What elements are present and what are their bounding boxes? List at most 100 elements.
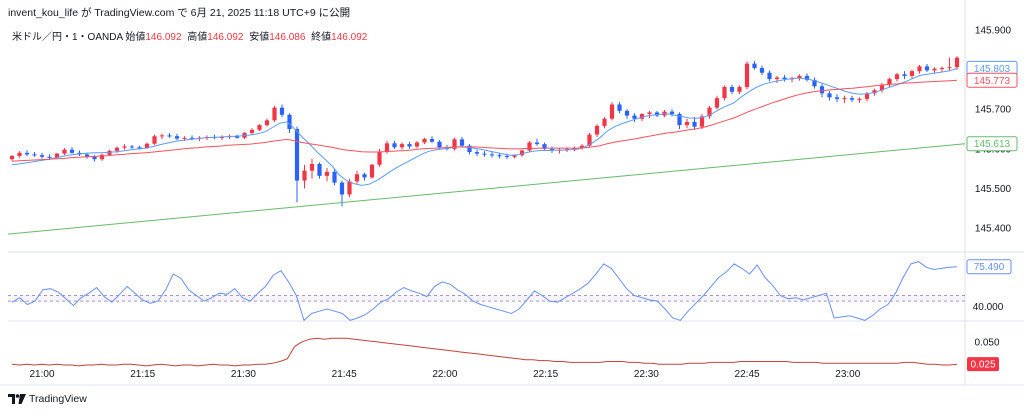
candle-body [377, 152, 382, 165]
candle-body [114, 147, 120, 151]
candle-body [774, 77, 780, 80]
candle-body [909, 71, 915, 76]
candle-body [219, 136, 225, 138]
rsi-tick-label: 40.000 [973, 302, 1004, 313]
candle-body [24, 152, 30, 155]
candle-body [309, 163, 315, 171]
candle-body [654, 112, 660, 116]
candle-body [579, 145, 585, 149]
candle-body [399, 144, 405, 148]
candle-body [422, 138, 427, 143]
candle-body [894, 74, 900, 80]
candle-body [947, 67, 952, 69]
candle-body [489, 154, 495, 156]
price-label-box [966, 136, 1018, 152]
candle-body [729, 87, 735, 92]
candle-body [752, 63, 757, 68]
candle-body [744, 63, 750, 88]
candle-body [324, 171, 330, 176]
time-tick-label: 22:00 [432, 369, 457, 380]
candle-body [287, 114, 292, 130]
candle-body [737, 87, 742, 92]
footer-brand: TradingView [8, 393, 87, 405]
rsi-value-box [966, 259, 1012, 275]
time-tick-label: 22:30 [634, 369, 659, 380]
candle-body [512, 155, 517, 157]
candle-body [92, 156, 97, 160]
candle-body [842, 98, 847, 100]
candle-body [279, 107, 285, 115]
candle-body [812, 79, 817, 87]
candle-body [857, 98, 862, 100]
candle-body [602, 118, 607, 126]
candle-body [182, 137, 187, 139]
open-value: 146.092 [145, 32, 182, 43]
candle-body [39, 155, 45, 157]
candle-body [917, 66, 922, 72]
candle-body [407, 144, 412, 147]
price-tick-label: 145.400 [975, 224, 1012, 235]
sub-indicator-line [11, 337, 958, 367]
rsi-line [11, 261, 958, 322]
candle-body [32, 154, 37, 156]
candle-body [467, 145, 472, 153]
candle-body [452, 139, 457, 149]
candle-body [257, 125, 262, 130]
candle-body [767, 72, 772, 80]
candle-body [699, 116, 705, 127]
rsi-band [8, 295, 965, 302]
candle-body [384, 143, 390, 153]
candle-body [849, 98, 855, 100]
candle-body [189, 137, 195, 139]
candle-body [137, 147, 142, 149]
publish-header: invent_kou_life が TradingView.com で 6月 2… [8, 7, 351, 19]
candle-body [827, 93, 832, 98]
candle-body [759, 67, 765, 73]
candle-body [924, 66, 930, 71]
candle-body [834, 97, 840, 99]
candle-body [129, 146, 135, 148]
time-tick-label: 21:30 [231, 369, 256, 380]
candle-body [677, 113, 682, 126]
close-value: 146.092 [331, 32, 368, 43]
candle-body [47, 156, 52, 158]
candle-body [362, 174, 367, 178]
candle-body [9, 156, 15, 160]
candle-body [632, 115, 637, 119]
high-label: 高値 [187, 32, 208, 43]
sub-value-text: 0.025 [970, 360, 995, 371]
candle-body [527, 142, 532, 151]
candle-body [414, 142, 420, 147]
candle-body [347, 181, 352, 195]
candle-body [294, 129, 300, 181]
candle-body [864, 93, 870, 99]
price-tick-label: 145.700 [975, 105, 1012, 116]
moving-average-line [7, 143, 966, 235]
candle-body [549, 148, 555, 151]
ohlc-legend: 米ドル／円・1・OANDA 始値146.092 高値146.092 安値146.… [12, 28, 370, 43]
candle-body [504, 156, 510, 158]
sub-value-box [967, 357, 999, 372]
candle-body [669, 111, 675, 114]
candle-body [879, 84, 885, 91]
candle-body [317, 163, 322, 176]
candle-body [714, 98, 720, 108]
candle-body [609, 104, 615, 119]
candle-body [624, 110, 630, 116]
candle-body [902, 74, 907, 76]
candle-body [152, 136, 157, 144]
candle-body [872, 90, 877, 94]
candle-body [594, 125, 600, 135]
rsi-value-text: 75.490 [974, 262, 1005, 273]
candle-body [782, 77, 787, 80]
candle-body [954, 57, 960, 68]
time-tick-label: 21:15 [130, 369, 155, 380]
candle-body [797, 75, 802, 79]
brand-label: TradingView [29, 393, 87, 405]
candle-body [174, 136, 180, 139]
close-label: 終値 [311, 32, 332, 43]
tradingview-logo-icon [8, 394, 26, 404]
price-tick-label: 145.500 [975, 184, 1012, 195]
symbol-label: 米ドル／円・1・OANDA [12, 32, 123, 43]
